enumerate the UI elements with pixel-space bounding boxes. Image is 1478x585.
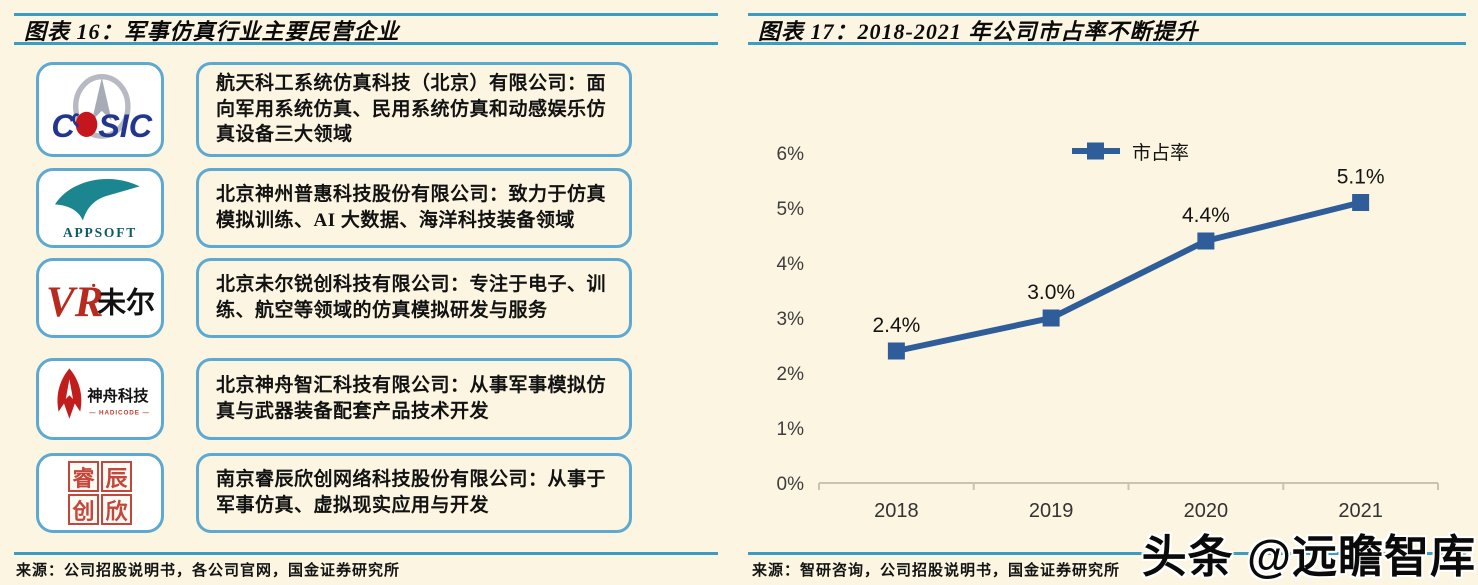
company-logo-casic: C SIC [36, 62, 164, 157]
vr-weier-logo-icon: VR 未尔 [46, 279, 154, 326]
company-logo-shenzhou: 神舟科技 — HADICODE — [36, 358, 164, 440]
company-desc: 航天科工系统仿真科技（北京）有限公司：面向军用系统仿真、民用系统仿真和动感娱乐仿… [196, 62, 632, 157]
data-point-marker [1352, 194, 1370, 211]
data-point-label: 5.1% [1337, 166, 1385, 189]
ruichen-seal-icon: 睿 辰 创 欣 [68, 461, 132, 525]
figure17-bottom-rule [748, 552, 1466, 555]
company-desc-text: 航天科工系统仿真科技（北京）有限公司：面向军用系统仿真、民用系统仿真和动感娱乐仿… [216, 72, 607, 146]
figure16-bottom-rule [14, 552, 718, 555]
y-tick-label: 0% [777, 474, 805, 495]
market-share-chart: 0% 1% 2% 3% 4% 5% 6% 2018 2019 2020 2021 2.4% 3.0% 4.… [777, 142, 1439, 522]
data-point-marker [1197, 232, 1215, 250]
y-tick-label: 5% [777, 199, 805, 220]
figure17-title: 图表 17：2018-2021 年公司市占率不断提升 [758, 19, 1199, 44]
data-point-label: 2.4% [872, 314, 920, 337]
casic-letter-c: C [51, 108, 75, 144]
x-tick-label: 2019 [1029, 500, 1074, 522]
company-logo-weier: VR 未尔 [36, 258, 164, 338]
casic-arrow-icon [91, 77, 112, 121]
company-desc: 北京神舟智汇科技有限公司：从事军事模拟仿真与武器装备配套产品技术开发 [196, 358, 632, 440]
company-desc: 南京睿辰欣创网络科技股份有限公司：从事于军事仿真、虚拟现实应用与开发 [196, 453, 632, 533]
company-desc: 北京未尔锐创科技有限公司：专注于电子、训练、航空等领域的仿真模拟研发与服务 [196, 258, 632, 338]
y-tick-label: 6% [777, 144, 805, 165]
figure17-panel: 图表 17：2018-2021 年公司市占率不断提升 0% 1% 2% 3% 4% 5% 6… [740, 0, 1478, 585]
data-point-label: 4.4% [1182, 204, 1230, 227]
company-desc-text: 南京睿辰欣创网络科技股份有限公司：从事于军事仿真、虚拟现实应用与开发 [216, 469, 607, 516]
toutiao-watermark: 头条 @远瞻智库 [1141, 531, 1476, 582]
shenzhou-en-wordmark: — HADICODE — [89, 409, 149, 416]
y-tick-label: 3% [777, 309, 805, 330]
seal-char: 辰 [101, 461, 132, 492]
figure16-top-rule [14, 13, 718, 16]
company-desc: 北京神州普惠科技股份有限公司：致力于仿真模拟训练、AI 大数据、海洋科技装备领域 [196, 168, 632, 248]
figure16-title-underline [14, 42, 718, 45]
data-point-label: 3.0% [1027, 281, 1075, 304]
appsoft-logo-icon: APPSOFT [55, 179, 140, 240]
legend-label: 市占率 [1132, 142, 1189, 164]
figure16-source: 来源：公司招股说明书，各公司官网，国金证券研究所 [16, 563, 401, 579]
company-desc-text: 北京神舟智汇科技有限公司：从事军事模拟仿真与武器装备配套产品技术开发 [216, 375, 607, 422]
seal-char: 创 [68, 494, 99, 525]
shenzhou-wordmark: 神舟科技 [87, 387, 149, 405]
legend-marker-icon [1087, 142, 1104, 160]
appsoft-swoosh-icon [55, 179, 140, 221]
figure17-source: 来源：智研咨询，公司招股说明书，国金证券研究所 [752, 563, 1121, 579]
casic-letters-sic: SIC [98, 108, 153, 144]
company-logo-ruichen: 睿 辰 创 欣 [36, 453, 164, 533]
data-point-marker [887, 342, 905, 360]
x-tick-label: 2020 [1184, 500, 1229, 522]
figure16-panel: 图表 16：军事仿真行业主要民营企业 C SIC 航天科工系统仿真科技（北京）有… [0, 0, 732, 585]
x-tick-label: 2021 [1338, 500, 1383, 522]
figure16-title: 图表 16：军事仿真行业主要民营企业 [24, 19, 400, 44]
y-tick-label: 2% [777, 364, 805, 385]
figure17-title-underline [748, 42, 1466, 45]
company-desc-text: 北京未尔锐创科技有限公司：专注于电子、训练、航空等领域的仿真模拟研发与服务 [216, 274, 607, 321]
seal-char: 睿 [68, 461, 99, 492]
casic-red-ball-icon [75, 111, 98, 137]
y-tick-label: 1% [777, 419, 805, 440]
shenzhou-logo-icon: 神舟科技 — HADICODE — [57, 368, 149, 419]
casic-logo-icon: C SIC [51, 73, 153, 144]
y-tick-label: 4% [777, 254, 805, 275]
company-desc-text: 北京神州普惠科技股份有限公司：致力于仿真模拟训练、AI 大数据、海洋科技装备领域 [216, 184, 607, 231]
data-point-marker [1042, 309, 1060, 327]
company-logo-appsoft: APPSOFT [36, 168, 164, 248]
weier-wordmark: 未尔 [97, 287, 154, 319]
market-share-line [895, 199, 1362, 354]
figure17-top-rule [748, 13, 1466, 16]
x-tick-label: 2018 [874, 500, 919, 522]
appsoft-wordmark: APPSOFT [63, 225, 137, 240]
seal-char: 欣 [101, 494, 132, 525]
